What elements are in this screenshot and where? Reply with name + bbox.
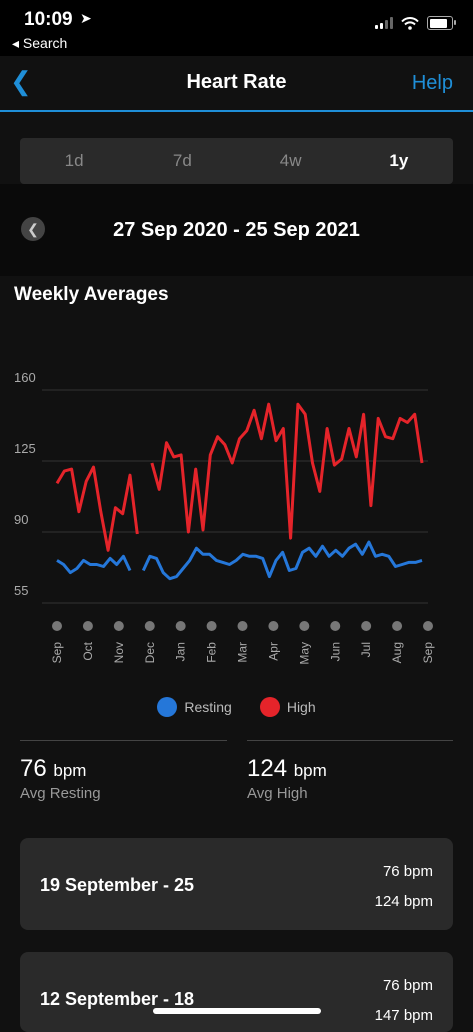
x-tick-dot <box>361 621 372 631</box>
y-tick-label: 125 <box>14 441 36 456</box>
x-tick-label: Sep <box>50 642 64 664</box>
y-tick-label: 90 <box>14 512 28 527</box>
avg-resting-label: Avg Resting <box>20 785 101 802</box>
avg-resting-unit: bpm <box>53 761 87 780</box>
x-tick-label: Jul <box>359 642 373 657</box>
location-arrow-icon: ➤ <box>80 10 92 26</box>
chart-legend: Resting High <box>0 697 473 717</box>
x-tick-label: Dec <box>143 642 157 663</box>
x-tick-dot <box>52 621 62 631</box>
page-title: Heart Rate <box>186 71 287 93</box>
date-range: 27 Sep 2020 - 25 Sep 2021 <box>113 219 360 241</box>
series-line-resting <box>141 540 423 581</box>
tab-7d[interactable]: 7d <box>172 151 192 170</box>
x-tick-dot <box>299 621 310 631</box>
battery-icon <box>427 16 456 30</box>
x-tick-dot <box>113 621 124 631</box>
back-to-app-link[interactable]: ◂ Search <box>12 35 68 51</box>
x-tick-dot <box>82 621 93 631</box>
x-tick-label: May <box>297 642 311 665</box>
x-tick-label: Nov <box>112 642 126 663</box>
avg-resting-stat: 76 bpm Avg Resting <box>20 740 227 802</box>
week-resting: 76 bpm <box>382 977 433 994</box>
x-tick-dot <box>175 621 186 631</box>
avg-high-unit: bpm <box>293 761 327 780</box>
avg-high-value: 124 <box>247 755 288 782</box>
x-tick-label: Aug <box>390 642 404 663</box>
x-tick-label: Mar <box>236 642 250 663</box>
date-navigator: ❮ 27 Sep 2020 - 25 Sep 2021 <box>0 184 473 276</box>
legend-item-high: High <box>259 697 316 717</box>
x-tick-dot <box>144 621 155 631</box>
tab-4w[interactable]: 4w <box>279 151 302 170</box>
avg-high-label: Avg High <box>247 785 308 802</box>
status-bar: 10:09 ➤ ◂ Search <box>0 0 473 56</box>
tab-1y[interactable]: 1y <box>389 151 409 170</box>
series-line-high <box>150 402 424 540</box>
heart-rate-chart: 55 90 125 160 Sep Oct Nov Dec Jan Feb Mar Apr May Jun… <box>14 370 435 665</box>
week-card[interactable]: 19 September - 25 76 bpm 124 bpm <box>20 838 453 930</box>
x-tick-label: Feb <box>205 642 219 663</box>
legend-label-resting: Resting <box>184 699 232 715</box>
wifi-icon <box>401 16 419 30</box>
previous-period-button[interactable]: ❮ <box>21 217 45 241</box>
y-tick-label: 55 <box>14 583 28 598</box>
period-segmented-control: 1d 7d 4w 1y <box>20 138 453 184</box>
x-tick-dot <box>423 621 433 631</box>
home-indicator <box>153 1008 321 1014</box>
week-card[interactable]: 12 September - 18 76 bpm 147 bpm <box>20 952 453 1032</box>
x-tick-dot <box>237 621 248 631</box>
tab-1d[interactable]: 1d <box>64 151 84 170</box>
x-tick-label: Apr <box>266 642 280 661</box>
legend-swatch-resting <box>157 697 178 717</box>
avg-high-stat: 124 bpm Avg High <box>247 740 453 802</box>
section-title: Weekly Averages <box>14 284 169 305</box>
nav-bar: ❮ Heart Rate Help <box>0 56 473 112</box>
week-range: 12 September - 18 <box>40 989 195 1009</box>
x-tick-dot <box>206 621 217 631</box>
legend-label-high: High <box>286 699 316 715</box>
week-high: 147 bpm <box>374 1007 433 1024</box>
x-tick-label: Jan <box>174 642 188 661</box>
status-time: 10:09 <box>24 9 73 30</box>
legend-swatch-high <box>259 697 280 717</box>
series-line-high <box>55 465 139 552</box>
x-tick-dot <box>392 621 403 631</box>
x-tick-dot <box>330 621 341 631</box>
series-line-resting <box>56 554 132 575</box>
y-tick-label: 160 <box>14 370 36 385</box>
week-resting: 76 bpm <box>382 863 433 880</box>
legend-item-resting: Resting <box>157 697 232 717</box>
week-high: 124 bpm <box>374 893 433 910</box>
x-tick-label: Jun <box>328 642 342 661</box>
x-tick-dot <box>268 621 279 631</box>
week-range: 19 September - 25 <box>40 875 195 895</box>
x-tick-label: Sep <box>421 642 435 664</box>
x-tick-label: Oct <box>81 641 95 660</box>
back-chevron-icon[interactable]: ❮ <box>10 66 32 96</box>
cellular-signal-icon <box>375 17 393 29</box>
help-button[interactable]: Help <box>411 72 453 94</box>
avg-resting-value: 76 <box>20 755 47 782</box>
